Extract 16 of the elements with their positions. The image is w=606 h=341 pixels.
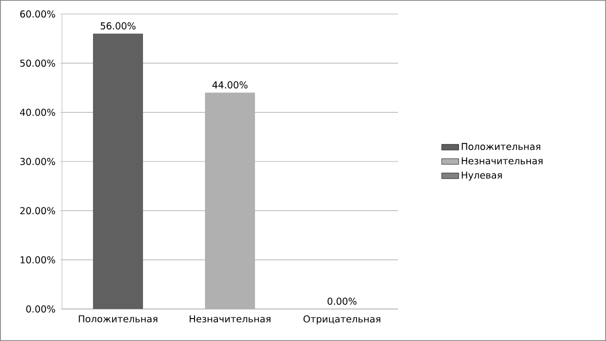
data-label: 56.00% xyxy=(100,22,136,30)
x-tick-label: Незначительная xyxy=(190,315,270,322)
x-tick-label: Положительная xyxy=(78,315,158,322)
y-tick-label: 10.00% xyxy=(20,256,56,264)
y-tick-label: 0.00% xyxy=(26,305,56,313)
y-tick-label: 60.00% xyxy=(20,10,56,18)
legend-label: Положительная xyxy=(462,143,540,150)
legend-label: Нулевая xyxy=(462,172,502,181)
legend-label: Незначительная xyxy=(462,157,542,164)
y-tick-label: 20.00% xyxy=(20,207,56,214)
y-tick-label: 50.00% xyxy=(20,60,56,67)
data-label: 0.00% xyxy=(328,298,357,305)
y-tick-label: 30.00% xyxy=(20,158,56,166)
data-label: 44.00% xyxy=(212,81,248,88)
y-tick-label: 40.00% xyxy=(20,108,56,116)
x-tick-label: Отрицательная xyxy=(304,315,380,324)
